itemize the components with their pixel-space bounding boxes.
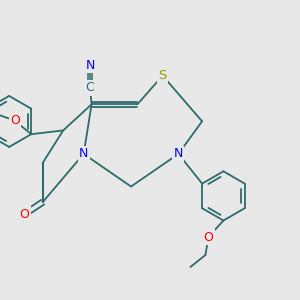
Text: N: N [85, 59, 95, 72]
Text: O: O [20, 208, 30, 221]
Text: N: N [79, 147, 88, 161]
Text: C: C [86, 81, 94, 94]
Text: S: S [158, 69, 167, 82]
Text: O: O [203, 230, 213, 244]
Text: O: O [10, 114, 20, 127]
Text: N: N [174, 147, 183, 161]
